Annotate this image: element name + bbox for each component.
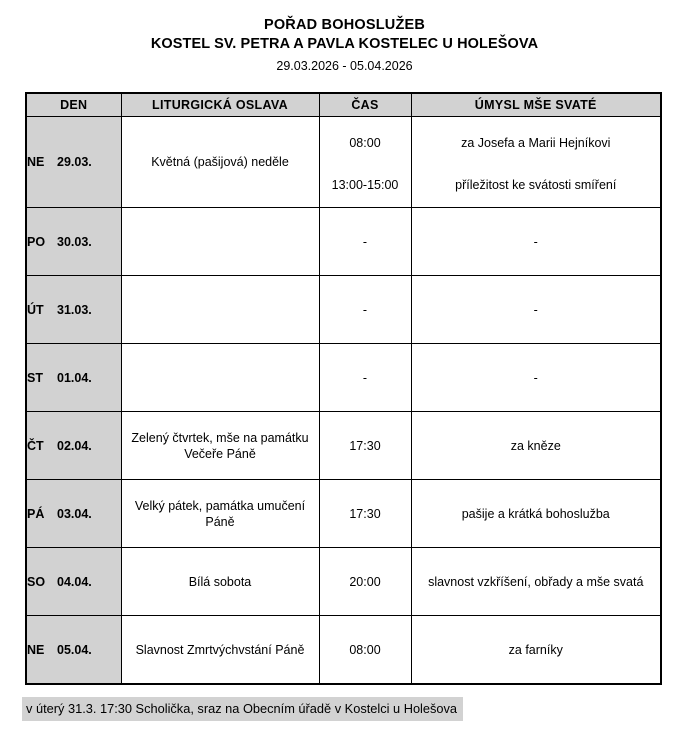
day-date: 02.04. xyxy=(57,438,92,453)
cell-day: NE 29.03. xyxy=(25,116,122,208)
cell-day: PÁ 03.04. xyxy=(25,479,122,548)
cell-time: 08:00 13:00-15:00 xyxy=(318,116,412,208)
cell-liturgy: Slavnost Zmrtvýchvstání Páně xyxy=(120,615,320,685)
time-stack: 08:00 13:00-15:00 xyxy=(320,117,411,207)
cell-liturgy xyxy=(120,275,320,344)
cell-time: 17:30 xyxy=(318,411,412,480)
cell-time: - xyxy=(318,207,412,276)
cell-day: ČT 02.04. xyxy=(25,411,122,480)
cell-time: - xyxy=(318,343,412,412)
schedule-table-container: DEN LITURGICKÁ OSLAVA ČAS ÚMYSL MŠE SVAT… xyxy=(25,92,662,685)
cell-day: NE 05.04. xyxy=(25,615,122,685)
table-row: ÚT 31.03. - - xyxy=(25,275,662,344)
day-abbreviation: PO xyxy=(27,234,46,249)
cell-time: - xyxy=(318,275,412,344)
day-date: 29.03. xyxy=(57,155,92,169)
intention-stack: za Josefa a Marii Hejníkovi příležitost … xyxy=(412,117,661,207)
table-body: NE 29.03. Květná (pašijová) neděle 08:00 … xyxy=(25,116,662,685)
cell-liturgy: Velký pátek, památka umučení Páně xyxy=(120,479,320,548)
cell-intention: za farníky xyxy=(410,615,662,685)
table-row: NE 29.03. Květná (pašijová) neděle 08:00 … xyxy=(25,116,662,208)
cell-liturgy: Zelený čtvrtek, mše na památku Večeře Pá… xyxy=(120,411,320,480)
cell-intention: za kněze xyxy=(410,411,662,480)
footer-announcement: v úterý 31.3. 17:30 Scholička, sraz na O… xyxy=(22,697,464,721)
cell-day: PO 30.03. xyxy=(25,207,122,276)
cell-liturgy: Bílá sobota xyxy=(120,547,320,616)
day-date: 05.04. xyxy=(57,642,92,657)
column-header-time: ČAS xyxy=(318,92,412,117)
cell-day: ST 01.04. xyxy=(25,343,122,412)
date-range: 29.03.2026 - 05.04.2026 xyxy=(276,59,413,73)
table-header-row: DEN LITURGICKÁ OSLAVA ČAS ÚMYSL MŠE SVAT… xyxy=(25,92,662,117)
cell-liturgy xyxy=(120,207,320,276)
table-row: SO 04.04. Bílá sobota 20:00 slavnost vzkř… xyxy=(25,547,662,616)
cell-time: 08:00 xyxy=(318,615,412,685)
day-abbreviation: ÚT xyxy=(27,302,44,317)
page-subtitle-parish: KOSTEL SV. PETRA A PAVLA KOSTELEC U HOLE… xyxy=(150,36,539,52)
column-header-intention: ÚMYSL MŠE SVATÉ xyxy=(410,92,662,117)
day-date: 30.03. xyxy=(57,234,92,249)
mass-schedule-table: DEN LITURGICKÁ OSLAVA ČAS ÚMYSL MŠE SVAT… xyxy=(25,92,662,685)
table-header: DEN LITURGICKÁ OSLAVA ČAS ÚMYSL MŠE SVAT… xyxy=(25,92,662,117)
day-abbreviation: ST xyxy=(27,370,43,385)
table-row: ST 01.04. - - xyxy=(25,343,662,412)
day-date: 01.04. xyxy=(57,370,92,385)
time-secondary: 13:00-15:00 xyxy=(331,178,399,192)
cell-liturgy: Květná (pašijová) neděle xyxy=(120,116,320,208)
table-row: NE 05.04. Slavnost Zmrtvýchvstání Páně 08… xyxy=(25,615,662,685)
cell-day: SO 04.04. xyxy=(25,547,122,616)
cell-intention: za Josefa a Marii Hejníkovi příležitost … xyxy=(410,116,662,208)
cell-intention: - xyxy=(410,343,662,412)
day-abbreviation: PÁ xyxy=(27,506,45,521)
day-abbreviation: SO xyxy=(27,574,46,589)
cell-intention: - xyxy=(410,207,662,276)
time-primary: 08:00 xyxy=(349,136,381,150)
cell-liturgy xyxy=(120,343,320,412)
day-date: 31.03. xyxy=(57,302,92,317)
cell-intention: - xyxy=(410,275,662,344)
cell-day: ÚT 31.03. xyxy=(25,275,122,344)
page-title: POŘAD BOHOSLUŽEB xyxy=(263,17,426,33)
cell-time: 17:30 xyxy=(318,479,412,548)
day-date: 03.04. xyxy=(57,506,92,521)
cell-time: 20:00 xyxy=(318,547,412,616)
table-row: PO 30.03. - - xyxy=(25,207,662,276)
table-row: ČT 02.04. Zelený čtvrtek, mše na památku … xyxy=(25,411,662,480)
cell-intention: pašije a krátká bohoslužba xyxy=(410,479,662,548)
day-abbreviation: ČT xyxy=(27,438,44,453)
table-row: PÁ 03.04. Velký pátek, památka umučení Pá… xyxy=(25,479,662,548)
column-header-day: DEN xyxy=(25,92,122,117)
column-header-liturgy: LITURGICKÁ OSLAVA xyxy=(120,92,320,117)
cell-intention: slavnost vzkříšení, obřady a mše svatá xyxy=(410,547,662,616)
day-date: 04.04. xyxy=(57,574,92,589)
day-abbreviation: NE xyxy=(27,155,45,169)
intention-primary: za Josefa a Marii Hejníkovi xyxy=(461,136,611,150)
intention-secondary: příležitost ke svátosti smíření xyxy=(455,178,617,192)
day-abbreviation: NE xyxy=(27,642,45,657)
document-header: POŘAD BOHOSLUŽEB KOSTEL SV. PETRA A PAVL… xyxy=(0,0,689,75)
